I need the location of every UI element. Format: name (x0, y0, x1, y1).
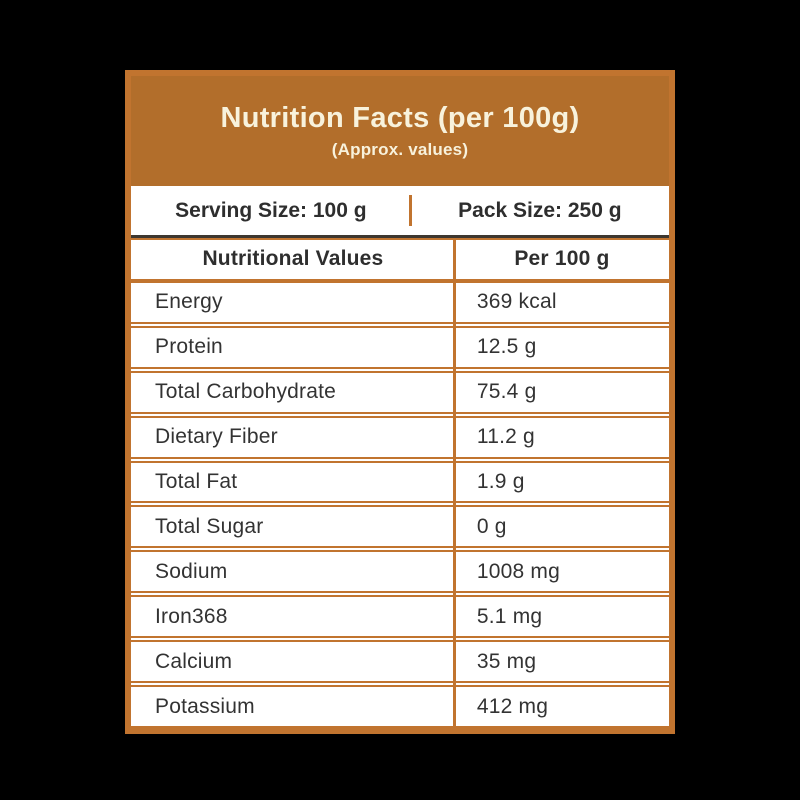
column-divider-line (453, 238, 457, 728)
nutrient-value: 1.9 g (476, 469, 525, 493)
table-row: Total Fat 1.9 g (131, 460, 669, 504)
header-title: Nutrition Facts (per 100g) (220, 102, 580, 134)
table-row: Sodium 1008 mg (131, 550, 669, 594)
serving-divider-line (409, 195, 413, 226)
column-header-per-100g: Per 100 g (514, 247, 610, 271)
nutrient-label: Total Carbohydrate (155, 380, 337, 404)
table-row: Potassium 412 mg (131, 685, 669, 728)
table-header-row: Nutritional Values Per 100 g (131, 238, 669, 281)
nutrition-table: Nutritional Values Per 100 g Energy 369 … (131, 238, 669, 728)
nutrient-label: Dietary Fiber (155, 425, 278, 449)
table-row: Total Carbohydrate 75.4 g (131, 370, 669, 414)
table-row: Dietary Fiber 11.2 g (131, 415, 669, 459)
table-row: Protein 12.5 g (131, 325, 669, 369)
nutrient-value: 412 mg (476, 694, 549, 718)
nutrient-label: Total Fat (155, 469, 238, 493)
nutrient-value: 35 mg (476, 649, 537, 673)
header-subtitle: (Approx. values) (331, 140, 469, 159)
nutrient-label: Iron368 (155, 604, 228, 628)
nutrient-value: 5.1 mg (476, 604, 543, 628)
nutrient-label: Potassium (155, 694, 255, 718)
nutrient-label: Total Sugar (155, 514, 264, 538)
nutrient-value: 1008 mg (476, 559, 560, 583)
table-row: Calcium 35 mg (131, 640, 669, 684)
nutrient-value: 75.4 g (476, 380, 537, 404)
serving-row: Serving Size: 100 g Pack Size: 250 g (131, 186, 669, 238)
table-row: Energy 369 kcal (131, 280, 669, 324)
column-header-nutritional-values: Nutritional Values (202, 247, 384, 271)
nutrient-label: Energy (155, 290, 223, 314)
nutrient-label: Protein (155, 335, 223, 359)
nutrient-value: 11.2 g (476, 425, 535, 449)
table-row: Iron368 5.1 mg (131, 595, 669, 639)
nutrient-label: Sodium (155, 559, 228, 583)
serving-size-label: Serving Size: 100 g (175, 198, 367, 222)
nutrient-value: 369 kcal (476, 290, 557, 314)
nutrient-label: Calcium (155, 649, 233, 673)
nutrient-value: 12.5 g (476, 335, 537, 359)
nutrient-value: 0 g (476, 514, 507, 538)
nutrition-facts-card: Nutrition Facts (per 100g) (Approx. valu… (125, 70, 675, 734)
table-row: Total Sugar 0 g (131, 505, 669, 549)
pack-size-label: Pack Size: 250 g (458, 198, 622, 222)
card-header: Nutrition Facts (per 100g) (Approx. valu… (131, 76, 669, 186)
